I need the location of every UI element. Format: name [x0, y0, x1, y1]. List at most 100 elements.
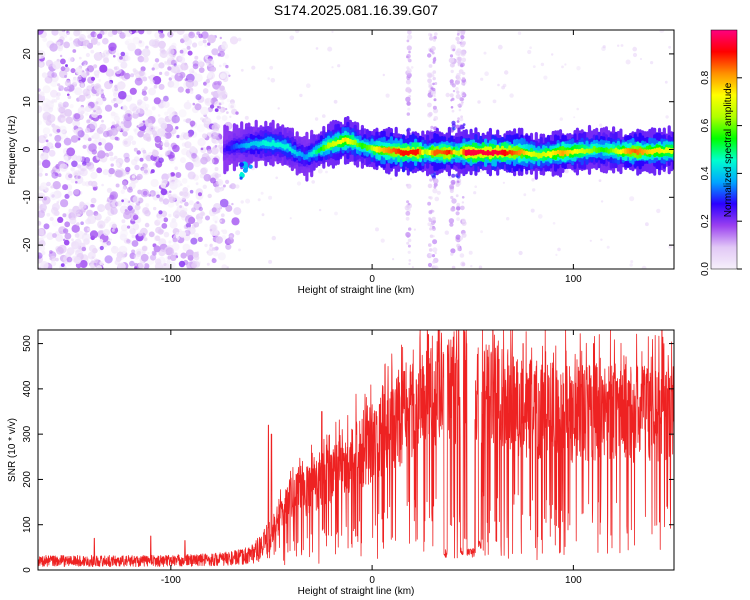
y-tick-label: 10 — [22, 96, 33, 108]
faint-speck — [257, 198, 261, 202]
snr-panel: -100 0 100 0 100 200 300 400 500 Height of stra… — [7, 329, 675, 597]
noise-speck — [231, 217, 240, 226]
streak-dot — [406, 88, 412, 94]
noise-speck — [87, 137, 92, 142]
streak-dot — [460, 261, 466, 267]
noise-speck — [212, 251, 219, 257]
noise-speck — [211, 157, 219, 165]
noise-speck — [63, 239, 70, 246]
noise-speck — [216, 154, 222, 159]
noise-speck — [200, 106, 209, 116]
noise-speck — [129, 87, 137, 95]
noise-speck — [73, 30, 81, 37]
noise-speck — [138, 30, 145, 35]
noise-speck — [70, 68, 76, 74]
noise-speck — [90, 37, 98, 45]
faint-speck — [551, 53, 554, 56]
faint-speck — [538, 214, 543, 219]
faint-speck — [497, 44, 503, 50]
faint-speck — [444, 230, 449, 235]
noise-speck — [45, 59, 54, 67]
noise-speck — [206, 251, 209, 254]
noise-speck — [205, 83, 211, 88]
noise-speck — [159, 229, 164, 234]
noise-speck — [38, 167, 44, 174]
noise-speck — [38, 210, 45, 218]
streak-dot — [430, 125, 434, 129]
faint-speck — [555, 253, 558, 256]
faint-speck — [473, 191, 477, 195]
trace-cell — [488, 151, 492, 156]
noise-speck — [38, 228, 45, 236]
noise-speck — [66, 256, 73, 263]
noise-speck — [121, 186, 127, 191]
noise-speck — [180, 157, 186, 164]
streak-dot — [430, 90, 436, 96]
noise-speck — [214, 144, 218, 148]
snr-frame — [37, 329, 675, 571]
noise-speck — [98, 79, 102, 82]
faint-speck — [502, 83, 507, 88]
trace-cell — [539, 153, 543, 159]
streak-dot — [408, 227, 412, 231]
trace-tail-dot — [239, 162, 245, 168]
faint-speck — [600, 200, 604, 203]
noise-speck — [51, 146, 55, 150]
noise-speck — [202, 39, 207, 44]
noise-speck — [90, 197, 97, 204]
faint-speck — [334, 211, 338, 216]
noise-speck — [133, 147, 138, 152]
noise-speck — [147, 214, 150, 217]
noise-speck — [68, 208, 73, 213]
noise-speck — [44, 149, 50, 155]
trace-cell — [237, 144, 241, 149]
faint-speck — [271, 235, 276, 241]
noise-speck — [209, 246, 214, 252]
streak-dot — [450, 195, 454, 200]
noise-speck — [41, 251, 46, 255]
noise-speck — [50, 260, 57, 267]
noise-speck — [167, 80, 175, 88]
trace-cell — [411, 149, 415, 155]
noise-speck — [154, 126, 157, 130]
noise-speck — [120, 51, 126, 57]
noise-speck — [196, 201, 200, 204]
noise-speck — [140, 253, 149, 262]
noise-speck — [90, 36, 94, 41]
noise-speck — [225, 204, 233, 212]
trace-cell — [624, 148, 628, 155]
noise-speck — [174, 166, 178, 170]
noise-speck — [127, 135, 134, 142]
streak-dot — [461, 232, 467, 238]
noise-speck — [159, 226, 162, 230]
noise-speck — [115, 256, 122, 262]
faint-speck — [238, 248, 241, 252]
noise-speck — [212, 128, 220, 137]
noise-speck — [129, 228, 136, 235]
trace-cell — [525, 150, 529, 156]
noise-speck — [115, 162, 120, 167]
noise-speck — [93, 211, 99, 216]
noise-speck — [113, 103, 119, 108]
faint-speck — [299, 93, 303, 98]
noise-speck — [59, 163, 68, 172]
trace-cell — [317, 148, 321, 153]
noise-speck — [163, 95, 169, 102]
noise-speck — [73, 256, 82, 265]
noise-speck — [99, 245, 104, 251]
noise-speck — [44, 75, 53, 84]
streak-dot — [408, 50, 411, 54]
noise-speck — [111, 228, 115, 232]
noise-speck — [219, 198, 229, 208]
streak-dot — [427, 222, 432, 226]
streak-dot — [450, 179, 456, 185]
noise-speck — [198, 206, 203, 212]
noise-speck — [78, 94, 86, 102]
trace-cell — [356, 142, 360, 148]
noise-speck — [123, 211, 132, 220]
faint-speck — [289, 217, 292, 220]
noise-speck — [205, 116, 209, 120]
streak-dot — [457, 247, 461, 251]
trace-cell — [314, 149, 319, 155]
